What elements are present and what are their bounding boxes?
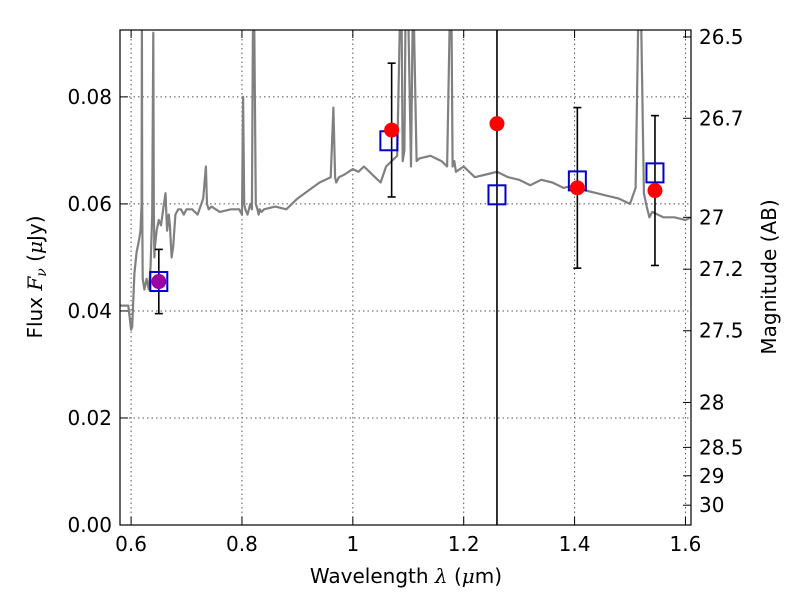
model-point [149,271,169,293]
y-tick-label: 0.06 [67,192,112,216]
axis-ticks: 0.6 0.8 1 1.2 1.4 1.6 0.00 0.02 0.04 0.06 0.08 26.5… [67,25,743,556]
y-tick-label: 0.00 [67,513,112,537]
x-tick-label: 0.6 [115,532,147,556]
observed-point [569,180,585,196]
x-tick-label: 0.8 [226,532,258,556]
grid [120,30,691,526]
data-layer [120,30,691,525]
mag-tick-label: 27.2 [699,257,744,281]
mag-tick-label: 28 [699,390,724,414]
x-tick-label: 1.2 [448,532,480,556]
x-tick-label: 1.4 [559,532,591,556]
x-axis-label: Wavelength λ (μm) [310,564,502,588]
mag-tick-label: 29 [699,464,724,488]
y2-axis-label: Magnitude (AB) [757,199,781,354]
mag-tick-label: 27 [699,205,724,229]
mag-tick-label: 26.5 [699,25,744,49]
model-point [487,184,507,206]
observed-point [647,183,663,199]
y-tick-label: 0.04 [67,299,112,323]
mag-tick-label: 27.5 [699,319,744,343]
observed-point [384,122,400,138]
y-axis-label: Flux Fν (μJy) [23,215,50,338]
model-spectrum-line [120,30,691,331]
y-tick-label: 0.08 [67,85,112,109]
mag-tick-label: 26.7 [699,106,744,130]
model-point [645,162,665,184]
mag-tick-label: 30 [699,493,724,517]
mag-tick-label: 28.5 [699,435,744,459]
x-tick-label: 1.6 [670,532,702,556]
observed-point [151,274,167,290]
plot-frame [119,29,692,526]
y-tick-label: 0.02 [67,406,112,430]
observed-point [489,116,505,132]
x-tick-label: 1 [346,532,359,556]
